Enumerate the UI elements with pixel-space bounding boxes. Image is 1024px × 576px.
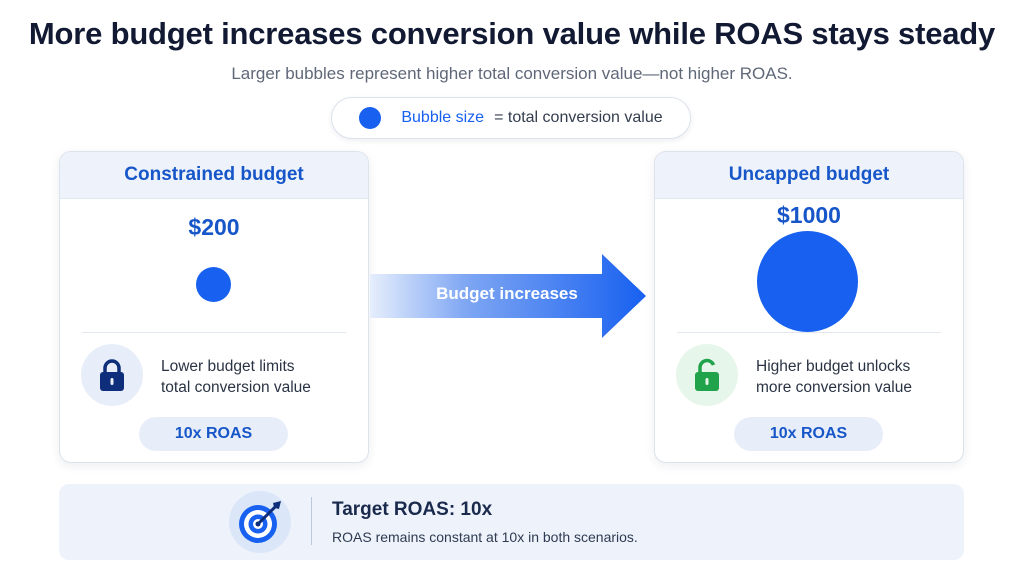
lock-open-icon bbox=[695, 358, 719, 391]
scenario-note: Higher budget unlocks more conversion va… bbox=[756, 356, 956, 398]
bubble-size-legend: Bubble size = total conversion value bbox=[331, 97, 691, 139]
conversion-value-bubble bbox=[196, 267, 231, 302]
roas-badge: 10x ROAS bbox=[139, 417, 288, 451]
conversion-value-bubble bbox=[757, 231, 858, 332]
roas-badge: 10x ROAS bbox=[734, 417, 883, 451]
lock-badge bbox=[81, 344, 143, 406]
lock-badge bbox=[676, 344, 738, 406]
target-icon bbox=[229, 491, 291, 553]
card-heading: Uncapped budget bbox=[655, 152, 963, 199]
card-heading: Constrained budget bbox=[60, 152, 368, 199]
note-line-2: more conversion value bbox=[756, 379, 912, 396]
page-subtitle: Larger bubbles represent higher total co… bbox=[231, 64, 793, 83]
target-roas-panel bbox=[59, 484, 964, 560]
budget-amount: $200 bbox=[188, 214, 240, 240]
card-divider bbox=[82, 332, 346, 333]
note-line-1: Lower budget limits bbox=[161, 358, 295, 375]
constrained-budget-card: Constrained budget $200 Lower budget lim… bbox=[59, 151, 369, 463]
target-desc-lead: ROAS remains constant at 10x bbox=[332, 529, 525, 545]
note-line-2: total conversion value bbox=[161, 379, 311, 396]
card-divider bbox=[677, 332, 941, 333]
arrow-label: Budget increases bbox=[436, 284, 578, 303]
lock-closed-icon bbox=[100, 359, 124, 391]
legend-description: = total conversion value bbox=[494, 109, 663, 126]
target-divider bbox=[311, 497, 312, 545]
note-line-1: Higher budget unlocks bbox=[756, 358, 911, 375]
target-desc-tail: in both scenarios. bbox=[524, 529, 638, 545]
uncapped-budget-card: Uncapped budget $1000 Higher budget unlo… bbox=[654, 151, 964, 463]
legend-bubble-icon bbox=[359, 107, 382, 129]
scenario-note: Lower budget limits total conversion val… bbox=[161, 356, 361, 398]
budget-amount: $1000 bbox=[777, 202, 841, 228]
page-title: More budget increases conversion value w… bbox=[28, 16, 996, 51]
target-roas-description: ROAS remains constant at 10x in both sce… bbox=[332, 529, 638, 545]
target-roas-title: Target ROAS: 10x bbox=[332, 499, 493, 520]
budget-increase-arrow bbox=[370, 254, 646, 338]
legend-key: Bubble size bbox=[401, 109, 485, 126]
